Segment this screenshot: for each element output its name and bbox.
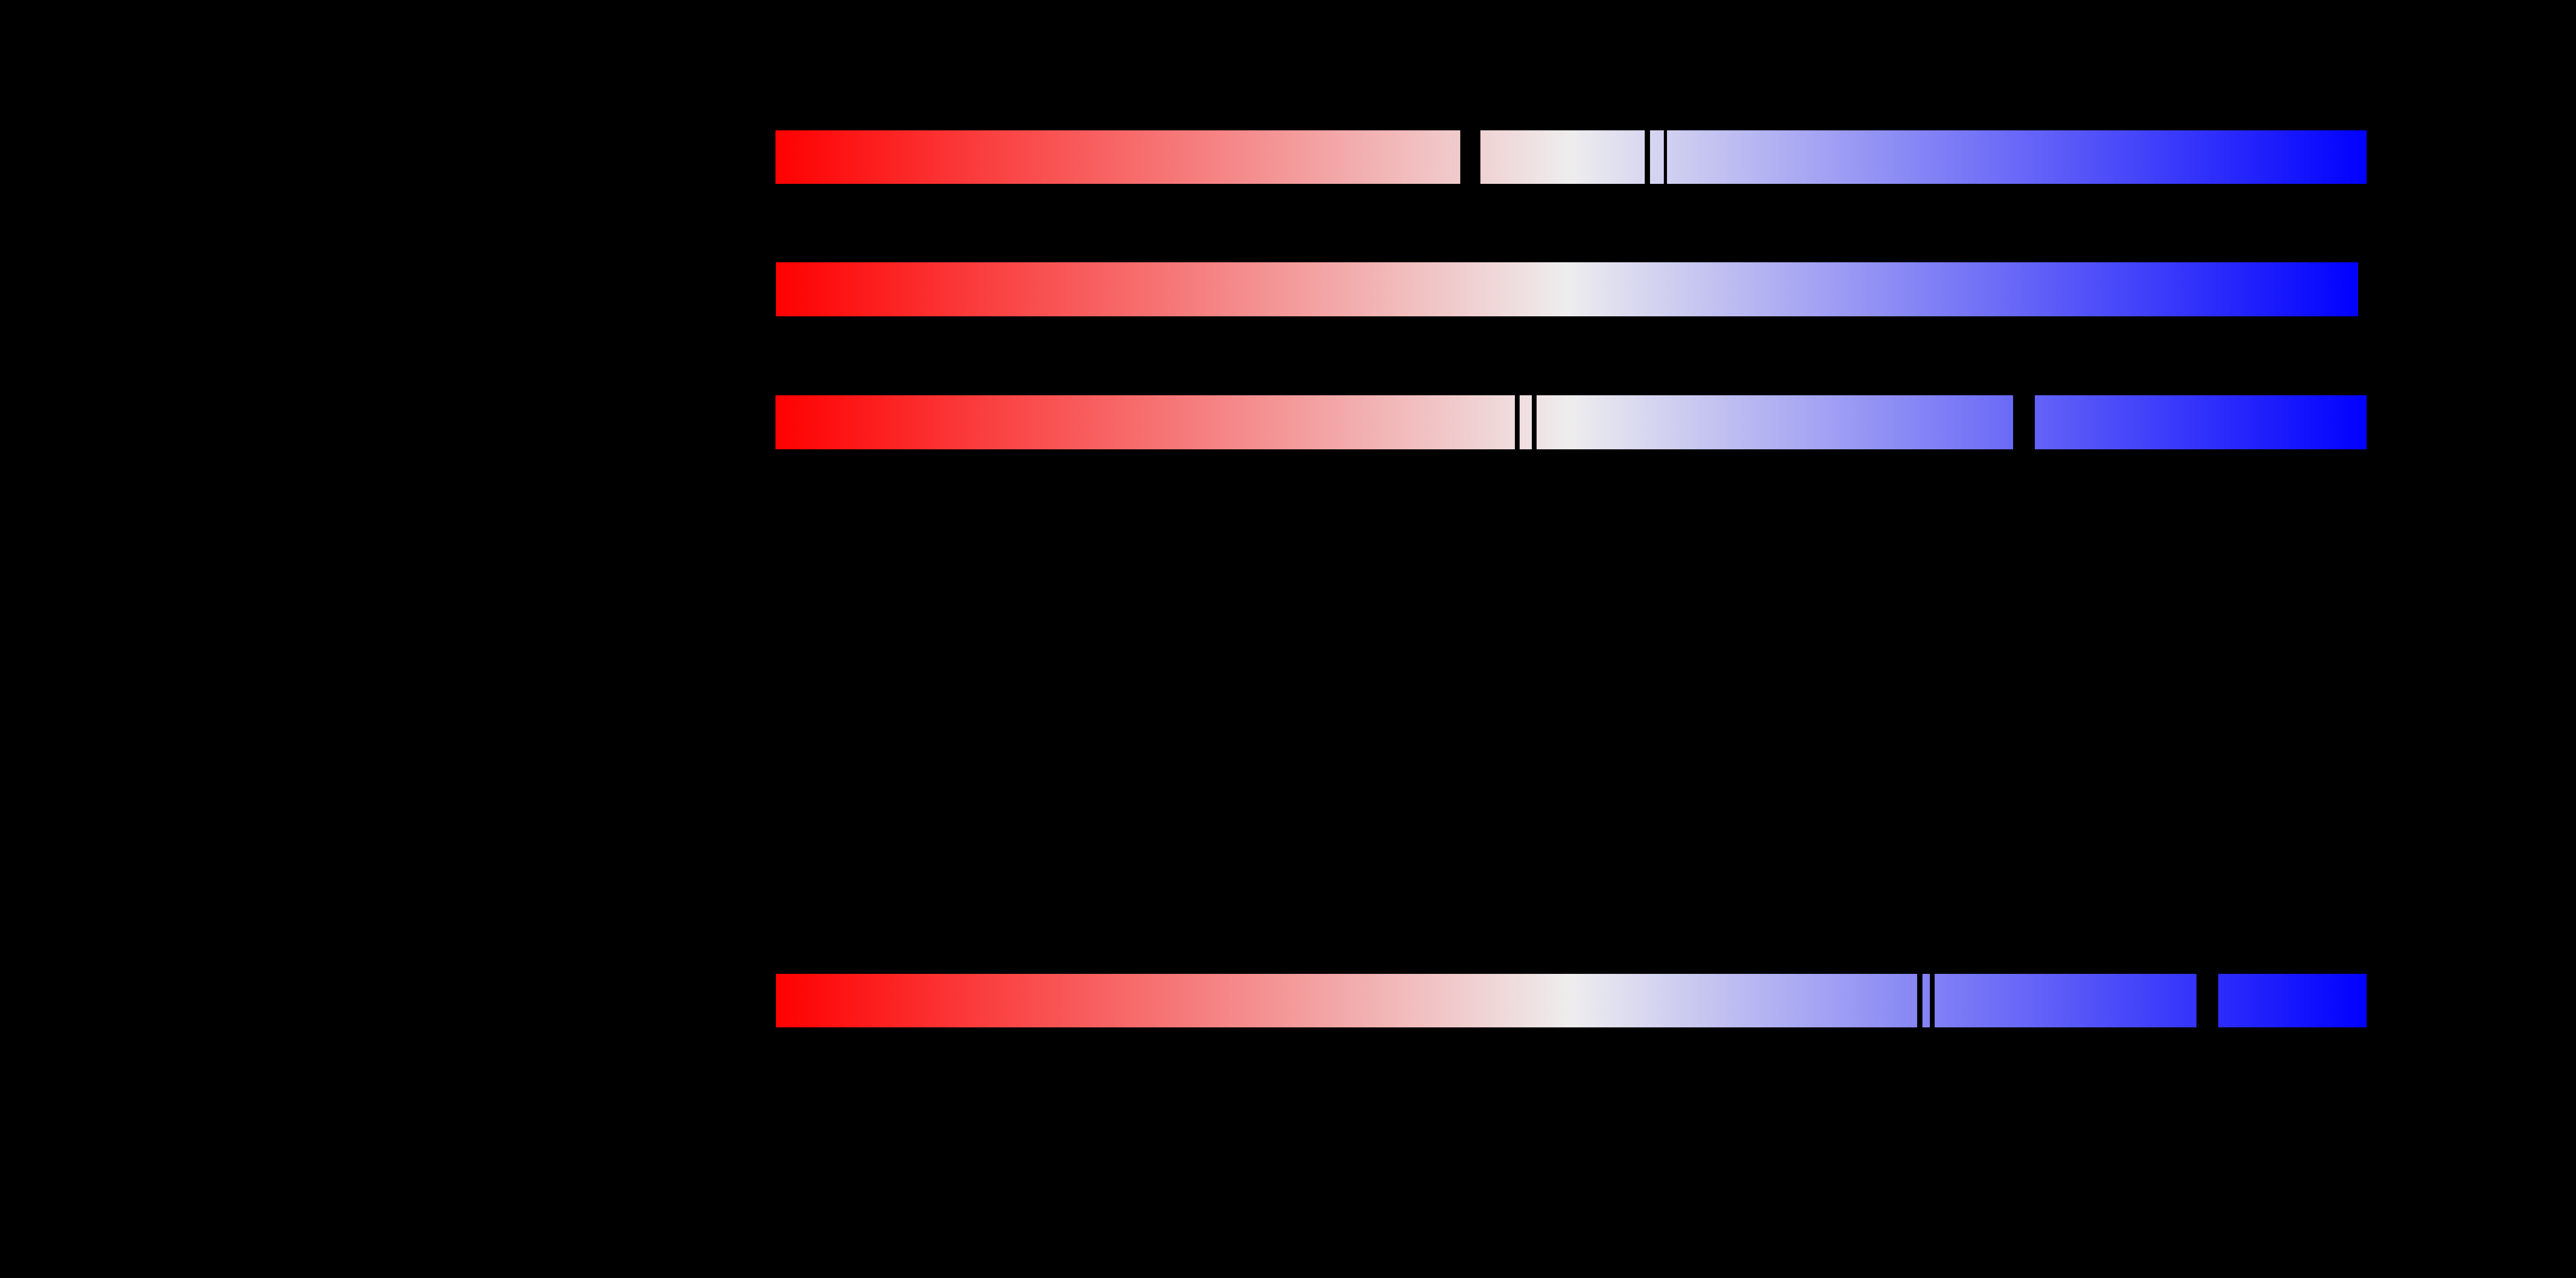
gradient-bar-row-1 <box>775 130 2367 184</box>
segment-gap <box>1664 130 1667 184</box>
gradient-bar-row-4 <box>776 974 2367 1027</box>
gradient-bar-row-2 <box>776 262 2358 316</box>
segment-gap <box>2013 395 2035 449</box>
segment-gap <box>1460 130 1480 184</box>
gradient-bar-row-3 <box>775 395 2367 449</box>
segment-gap <box>1532 395 1537 449</box>
segment-gap <box>1645 130 1650 184</box>
segment-gap <box>1917 974 1922 1027</box>
segment-gap <box>1930 974 1935 1027</box>
segment-gap <box>1515 395 1520 449</box>
segment-gap <box>2196 974 2218 1027</box>
